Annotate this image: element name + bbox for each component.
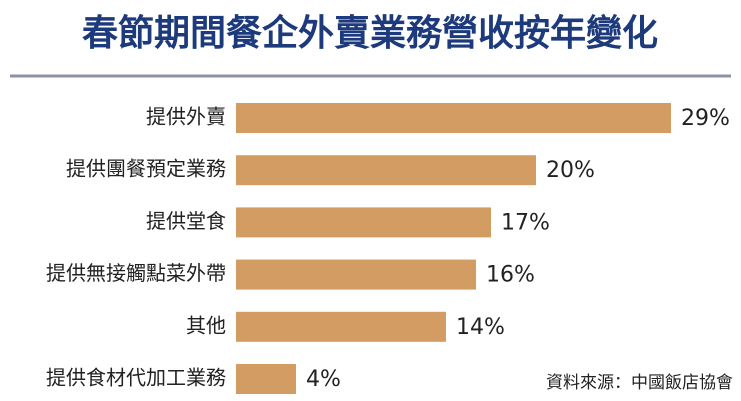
value-label: 29% — [681, 106, 730, 131]
bar — [236, 259, 476, 290]
category-label: 提供團餐預定業務 — [66, 157, 226, 181]
bar — [236, 155, 536, 186]
category-label: 提供無接觸點菜外帶 — [46, 261, 226, 285]
category-label: 提供堂食 — [146, 209, 226, 233]
bar — [236, 311, 446, 342]
value-label: 14% — [456, 315, 505, 340]
category-label: 提供食材代加工業務 — [46, 366, 226, 390]
bar — [236, 207, 491, 238]
category-label: 其他 — [186, 313, 226, 337]
value-label: 17% — [501, 210, 550, 235]
value-label: 4% — [306, 367, 341, 392]
bar — [236, 364, 296, 394]
bar — [236, 103, 671, 133]
category-label: 提供外賣 — [146, 105, 226, 129]
value-label: 20% — [546, 158, 595, 183]
value-label: 16% — [486, 263, 535, 288]
chart-title: 春節期間餐企外賣業務營收按年變化 — [82, 12, 658, 54]
source-note: 資料來源：中國飯店協會 — [546, 373, 733, 393]
